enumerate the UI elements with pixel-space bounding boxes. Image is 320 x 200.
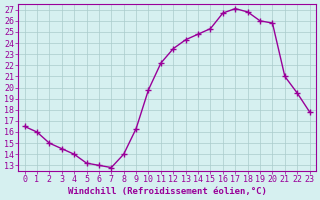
X-axis label: Windchill (Refroidissement éolien,°C): Windchill (Refroidissement éolien,°C) (68, 187, 267, 196)
